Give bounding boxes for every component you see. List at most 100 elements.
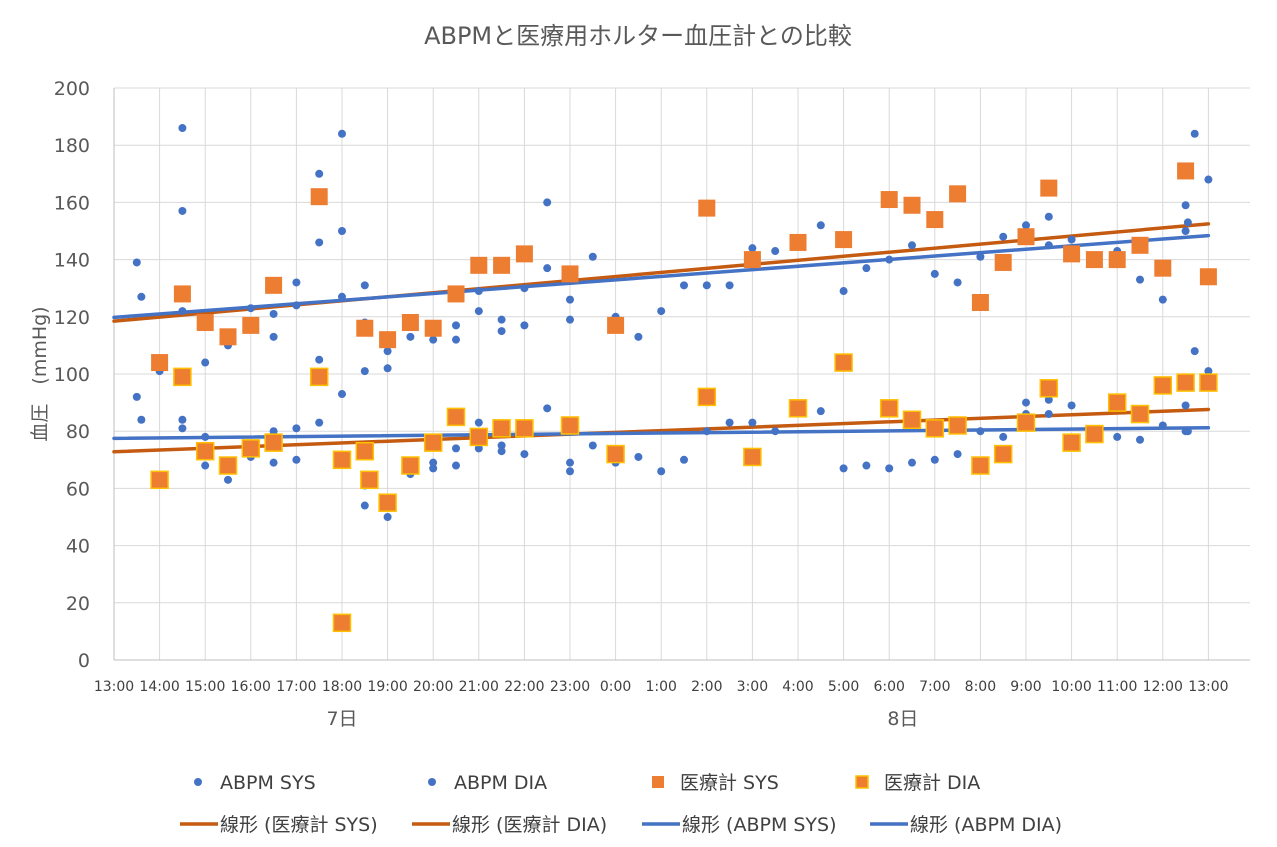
data-point xyxy=(173,367,192,387)
data-point xyxy=(178,124,187,133)
x-tick-label: 14:00 xyxy=(139,679,179,695)
data-point xyxy=(1044,395,1053,404)
data-point xyxy=(1136,435,1144,444)
data-point xyxy=(1177,162,1195,180)
data-point xyxy=(137,415,146,424)
data-point xyxy=(839,287,848,296)
data-point xyxy=(269,332,278,341)
data-point xyxy=(834,353,853,372)
data-point xyxy=(1022,221,1030,230)
legend-item: 線形 (ABPM SYS) xyxy=(642,814,837,836)
y-tick-label: 20 xyxy=(66,593,90,615)
data-point xyxy=(879,399,899,418)
data-point xyxy=(132,258,141,267)
series-医療計-dia xyxy=(150,353,1218,633)
legend-label: 医療計 DIA xyxy=(884,772,980,794)
chart-title: ABPMと医療用ホルター血圧計との比較 xyxy=(424,22,852,50)
data-point xyxy=(360,501,369,510)
legend-item: ABPM DIA xyxy=(428,772,547,794)
data-point xyxy=(383,513,392,521)
data-point xyxy=(1063,245,1081,263)
series-医療計-sys xyxy=(151,162,1217,372)
data-point xyxy=(862,461,871,470)
data-point xyxy=(862,264,871,273)
data-point xyxy=(423,433,443,452)
data-point xyxy=(657,307,666,316)
data-point xyxy=(789,233,807,251)
data-point xyxy=(976,427,985,436)
y-tick-label: 100 xyxy=(54,364,90,386)
data-point xyxy=(452,321,460,330)
data-point xyxy=(930,455,939,464)
legend-label: 線形 (医療計 DIA) xyxy=(452,814,607,836)
data-point xyxy=(607,316,625,334)
x-tick-label: 15:00 xyxy=(185,679,225,695)
data-point xyxy=(885,464,894,473)
data-point xyxy=(447,285,465,303)
data-point xyxy=(219,328,237,346)
data-point xyxy=(1062,433,1081,452)
data-point xyxy=(1190,129,1199,138)
data-point xyxy=(1085,251,1103,269)
data-point xyxy=(1039,379,1059,398)
data-point xyxy=(292,455,301,464)
y-tick-label: 80 xyxy=(66,421,90,443)
x-tick-label: 6:00 xyxy=(873,679,904,695)
data-point xyxy=(949,185,967,203)
day-label: 8日 xyxy=(887,708,918,730)
x-tick-label: 21:00 xyxy=(459,679,499,695)
data-point xyxy=(839,464,848,473)
data-point xyxy=(309,367,329,387)
x-tick-label: 10:00 xyxy=(1051,679,1091,695)
data-point xyxy=(379,331,397,349)
data-point xyxy=(725,281,734,290)
data-point xyxy=(492,419,511,438)
data-point xyxy=(748,418,757,427)
data-point xyxy=(816,221,825,230)
x-tick-label: 0:00 xyxy=(600,679,631,695)
x-tick-label: 9:00 xyxy=(1010,679,1041,695)
legend-item: 医療計 DIA xyxy=(855,772,980,794)
data-point xyxy=(702,281,711,290)
data-point xyxy=(1154,259,1172,277)
data-point xyxy=(948,416,967,435)
data-point xyxy=(178,307,187,316)
data-point xyxy=(224,475,232,484)
data-point xyxy=(315,355,324,364)
data-point xyxy=(1067,235,1076,244)
data-point xyxy=(173,285,191,303)
data-point xyxy=(606,444,625,464)
gridlines xyxy=(114,87,1250,660)
data-point xyxy=(360,470,379,490)
x-tick-label: 17:00 xyxy=(276,679,316,695)
data-point xyxy=(953,450,962,459)
data-point xyxy=(338,390,346,399)
data-point xyxy=(246,304,255,313)
data-point xyxy=(1136,275,1144,284)
data-point xyxy=(338,292,346,301)
data-point xyxy=(520,450,529,459)
data-point xyxy=(1022,398,1030,407)
data-point xyxy=(1190,347,1199,356)
legend-label: 線形 (ABPM DIA) xyxy=(910,814,1062,836)
data-point xyxy=(355,441,375,461)
data-point xyxy=(360,367,369,376)
data-point xyxy=(292,278,301,287)
x-tick-label: 12:00 xyxy=(1143,679,1183,695)
data-point xyxy=(566,295,574,304)
data-point xyxy=(269,458,278,467)
data-point xyxy=(497,315,506,324)
x-tick-label: 2:00 xyxy=(691,679,722,695)
data-point xyxy=(999,432,1008,441)
data-point xyxy=(424,319,442,337)
data-point xyxy=(378,493,397,512)
data-point xyxy=(401,314,419,332)
data-point xyxy=(497,327,506,336)
data-point xyxy=(1044,410,1053,419)
data-point xyxy=(493,256,511,274)
data-point xyxy=(383,364,392,373)
legend-marker-circle xyxy=(428,778,436,786)
data-point xyxy=(702,427,711,436)
data-point xyxy=(452,444,460,453)
data-point xyxy=(515,419,534,438)
